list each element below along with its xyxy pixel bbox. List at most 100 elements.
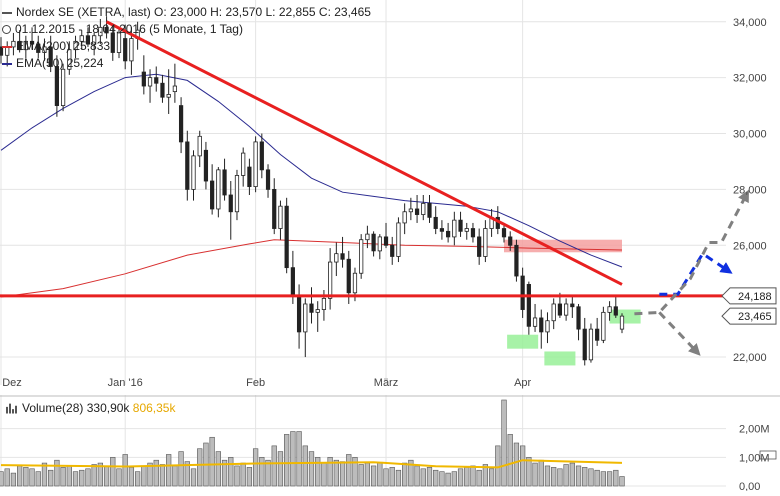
price-tag-label: 24,188 — [738, 291, 772, 303]
candle — [477, 228, 482, 265]
volume-bar — [346, 454, 352, 487]
volume-bar — [370, 465, 377, 487]
volume-bar — [457, 468, 464, 487]
candle — [377, 234, 382, 260]
volume-bar — [619, 476, 625, 487]
volume-bar — [290, 431, 296, 487]
candle-body — [265, 169, 271, 190]
volume-bar — [588, 468, 594, 487]
candle-body — [508, 236, 513, 246]
volume-bar — [364, 462, 371, 487]
candle-body — [129, 38, 134, 62]
volume-bar — [234, 465, 240, 487]
candle-body — [259, 141, 264, 171]
candle — [390, 236, 395, 265]
volume-bar — [470, 465, 476, 487]
candle-body — [377, 236, 382, 252]
volume-bar — [520, 445, 526, 487]
volume-bar — [172, 465, 178, 487]
legend-ema50-row: EMA(50) 25,224 — [2, 55, 371, 72]
candle-body — [210, 180, 215, 210]
candle-body — [613, 306, 618, 316]
candle-body — [296, 295, 302, 333]
volume-bar — [178, 451, 184, 487]
volume-bar — [445, 472, 451, 487]
candle-body — [321, 297, 327, 310]
volume-bar — [488, 468, 495, 487]
candle — [36, 35, 41, 59]
candle — [427, 195, 432, 223]
candle-body — [601, 311, 606, 341]
x-tick-label: März — [374, 377, 398, 389]
volume-bar — [134, 471, 141, 487]
candle-body — [402, 211, 407, 224]
candle-body — [396, 222, 401, 257]
volume-bar — [544, 465, 551, 487]
candle — [619, 313, 625, 334]
candle-body — [564, 303, 569, 316]
volume-bar — [35, 471, 41, 487]
volume-bar — [582, 467, 588, 487]
volume-bar — [538, 459, 544, 487]
volume-bar — [190, 468, 197, 487]
instrument-name: Nordex SE (XETRA, last) — [16, 5, 151, 19]
candle-body — [526, 284, 531, 327]
volume-bar — [476, 469, 482, 487]
candle — [446, 222, 451, 243]
x-tick-label: Apr — [514, 377, 531, 389]
projection-arrow — [659, 251, 733, 296]
candle-body — [178, 105, 184, 143]
volume-bar — [339, 461, 346, 487]
x-tick-label: Feb — [246, 377, 265, 389]
price-tag — [721, 307, 777, 325]
candle — [228, 181, 233, 240]
candle — [154, 66, 159, 92]
candle — [588, 323, 594, 363]
y-tick-label: 26,000 — [733, 240, 767, 252]
y-tick-label: 30,000 — [733, 129, 767, 141]
volume-bar — [420, 468, 426, 487]
volume-bar — [209, 436, 215, 487]
candle — [178, 97, 184, 154]
y-tick-label: 32,000 — [733, 73, 767, 85]
candle — [116, 27, 122, 59]
volume-bar — [10, 472, 17, 487]
candle-body — [185, 141, 190, 190]
candle — [296, 284, 302, 349]
candle — [0, 37, 4, 64]
volume-bar — [66, 465, 72, 487]
candle-body — [557, 303, 563, 316]
candle — [110, 24, 115, 61]
candle-body — [551, 303, 556, 322]
candle-body — [216, 169, 221, 210]
candle-body — [458, 219, 463, 232]
ema50-value: 25,224 — [66, 56, 104, 70]
candle-body — [247, 166, 252, 188]
volume-tick-label: 2,00M — [739, 424, 770, 436]
volume-bar — [315, 457, 321, 487]
candle-body — [582, 328, 587, 361]
highlight-zone — [544, 351, 576, 366]
candle-body — [433, 216, 438, 229]
candle-body — [346, 258, 351, 294]
candle-body — [359, 239, 364, 274]
volume-bar — [501, 399, 507, 487]
period-text: 01.12.2015 - 18.04.2016 (5 Monate, 1 Tag… — [15, 22, 243, 36]
candle — [104, 16, 109, 39]
volume-bar — [228, 457, 234, 487]
candle — [340, 236, 345, 268]
candle — [166, 69, 171, 114]
candle — [414, 195, 420, 223]
candle — [141, 55, 146, 95]
candle-body — [160, 82, 165, 98]
volume-scale-icon — [759, 450, 777, 460]
legend-ema200-row: EMA(200) 25,833 — [2, 38, 371, 55]
legend-period-row: 01.12.2015 - 18.04.2016 (5 Monate, 1 Tag… — [2, 21, 371, 38]
projection-arrow — [634, 189, 749, 316]
candle-body — [23, 40, 28, 51]
candle-body — [147, 77, 153, 87]
candle — [539, 309, 544, 349]
volume-bar — [507, 434, 513, 487]
highlight-zone — [504, 239, 622, 253]
